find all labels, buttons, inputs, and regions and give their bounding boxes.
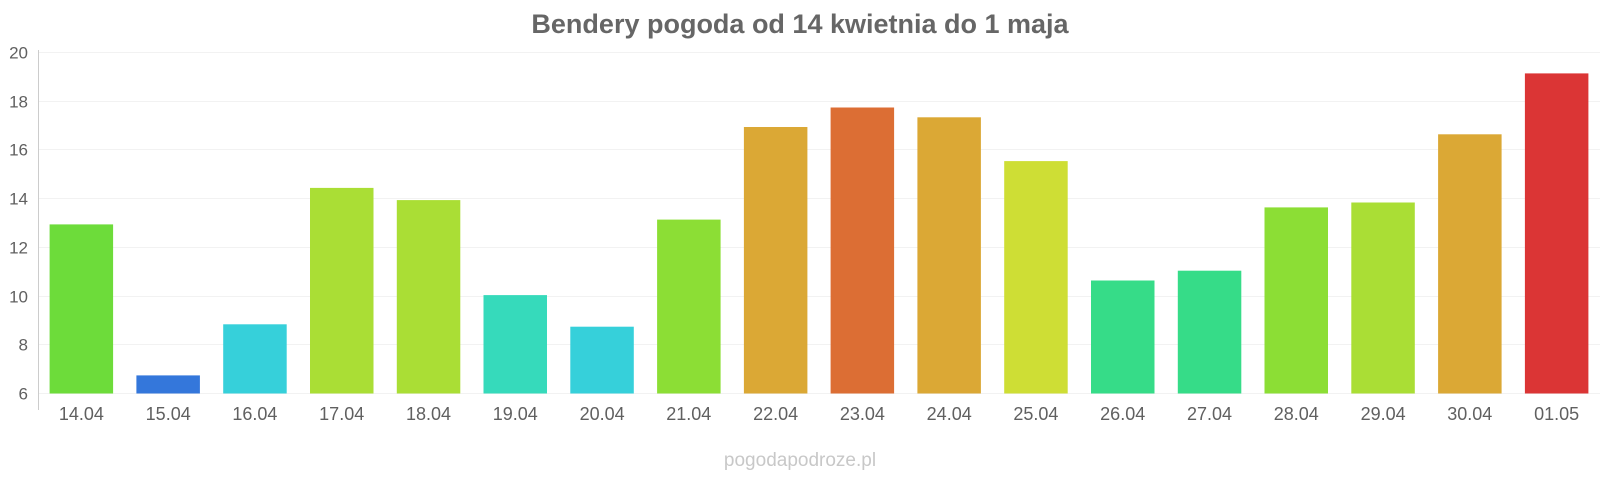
x-tick-label: 20.04 xyxy=(580,404,625,424)
x-tick-label: 30.04 xyxy=(1447,404,1492,424)
x-tick-label: 23.04 xyxy=(840,404,885,424)
x-tick-label: 29.04 xyxy=(1361,404,1406,424)
x-tick-label: 17.04 xyxy=(319,404,364,424)
x-axis-ticks: 14.04 15.04 16.04 17.04 18.04 19.04 20.04 21.04… xyxy=(59,404,1579,424)
x-tick-label: 19.04 xyxy=(493,404,538,424)
chart-title: Bendery pogoda od 14 kwietnia do 1 maja xyxy=(531,9,1069,39)
bar-18.04[interactable] xyxy=(396,200,461,394)
x-tick-label: 14.04 xyxy=(59,404,104,424)
x-tick-label: 15.04 xyxy=(146,404,191,424)
x-tick-label: 25.04 xyxy=(1013,404,1058,424)
y-tick-label: 12 xyxy=(9,239,28,258)
y-tick-label: 18 xyxy=(9,93,28,112)
x-tick-label: 16.04 xyxy=(232,404,277,424)
x-tick-label: 26.04 xyxy=(1100,404,1145,424)
bar-25.04[interactable] xyxy=(1004,161,1068,394)
y-tick-label: 10 xyxy=(9,288,28,307)
bar-01.05[interactable] xyxy=(1524,73,1589,394)
bar-27.04[interactable] xyxy=(1177,270,1242,394)
bar-22.04[interactable] xyxy=(743,127,808,394)
bar-26.04[interactable] xyxy=(1091,280,1155,394)
x-tick-label: 22.04 xyxy=(753,404,798,424)
source-credit: pogodapodroze.pl xyxy=(724,450,876,471)
y-tick-label: 6 xyxy=(19,385,28,404)
x-tick-label: 27.04 xyxy=(1187,404,1232,424)
y-tick-label: 16 xyxy=(9,141,28,160)
bar-23.04[interactable] xyxy=(830,107,895,394)
y-tick-label: 14 xyxy=(9,190,28,209)
x-tick-label: 21.04 xyxy=(666,404,711,424)
bar-14.04[interactable] xyxy=(49,224,114,394)
bar-20.04[interactable] xyxy=(570,326,634,394)
x-tick-label: 01.05 xyxy=(1534,404,1579,424)
bar-29.04[interactable] xyxy=(1351,202,1415,394)
y-axis-ticks: 6 8 10 12 14 16 18 20 xyxy=(9,44,28,404)
grid-lines xyxy=(38,52,1600,394)
y-tick-label: 20 xyxy=(9,44,28,63)
x-tick-label: 18.04 xyxy=(406,404,451,424)
bar-30.04[interactable] xyxy=(1438,134,1502,394)
x-tick-label: 24.04 xyxy=(927,404,972,424)
bar-28.04[interactable] xyxy=(1264,207,1328,394)
bar-24.04[interactable] xyxy=(917,117,981,394)
bars xyxy=(49,73,1589,394)
y-tick-label: 8 xyxy=(19,336,28,355)
bar-17.04[interactable] xyxy=(310,187,374,394)
bar-19.04[interactable] xyxy=(483,295,547,394)
x-tick-label: 28.04 xyxy=(1274,404,1319,424)
bar-16.04[interactable] xyxy=(223,324,287,394)
bar-21.04[interactable] xyxy=(657,219,721,394)
bar-15.04[interactable] xyxy=(136,375,200,394)
